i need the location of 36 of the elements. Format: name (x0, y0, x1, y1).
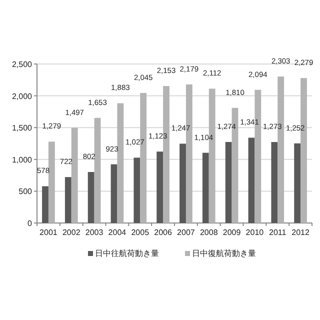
x-tick-label: 2006 (154, 228, 172, 237)
x-tick-label: 2012 (292, 228, 310, 237)
legend-label: 日中往航荷動き量 (95, 249, 159, 258)
bar (248, 138, 255, 223)
x-tick-label: 2002 (62, 228, 81, 237)
y-tick-label: 0 (28, 219, 33, 228)
bar (202, 152, 209, 223)
bar (180, 144, 186, 223)
x-tick-label: 2007 (177, 228, 196, 237)
bar (134, 158, 140, 223)
x-tick-label: 2011 (269, 228, 287, 237)
bar (271, 142, 278, 223)
y-tick-label: 2,000 (12, 92, 33, 101)
x-tick-label: 2005 (131, 228, 150, 237)
bar (294, 143, 301, 223)
bar (156, 152, 164, 223)
bar (71, 128, 78, 223)
bar (225, 142, 232, 223)
bar (110, 164, 118, 223)
bar (94, 118, 101, 223)
x-tick-label: 2010 (246, 228, 264, 237)
x-tick-label: 2009 (222, 228, 242, 237)
bar (48, 142, 55, 223)
x-tick-label: 2004 (108, 228, 127, 237)
y-tick-label: 2,500 (12, 60, 33, 69)
bar (42, 186, 48, 223)
x-tick-label: 2001 (40, 228, 58, 237)
bar (117, 103, 124, 223)
y-tick-label: 1,500 (12, 124, 33, 133)
bar (88, 172, 94, 223)
x-tick-label: 2003 (85, 228, 104, 237)
bar (64, 177, 72, 223)
y-tick-label: 500 (18, 187, 33, 196)
y-tick-label: 1,000 (12, 155, 33, 164)
x-tick-label: 2008 (200, 228, 218, 237)
legend-label: 日中復航荷動き量 (192, 249, 256, 258)
